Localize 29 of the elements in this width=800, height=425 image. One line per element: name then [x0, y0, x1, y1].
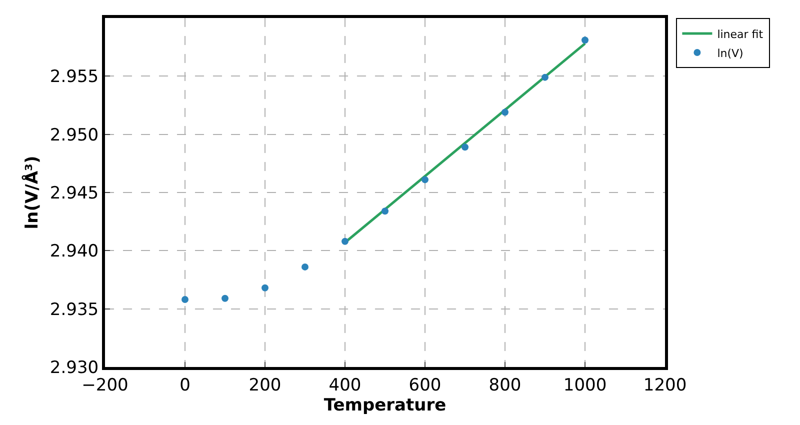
point: [462, 144, 468, 151]
y-tick-label: 2.930: [50, 358, 99, 378]
y-tick-label: 2.940: [50, 242, 99, 262]
point: [342, 238, 348, 245]
point: [542, 74, 548, 81]
x-tick-label: 200: [248, 375, 282, 396]
point: [382, 208, 388, 215]
x-tick-label: 1200: [643, 375, 687, 396]
y-tick-label: 2.950: [50, 125, 99, 146]
x-tick-label: 1000: [563, 375, 607, 396]
point: [502, 108, 508, 116]
x-tick-label: 0: [180, 375, 190, 396]
legend-label: linear fit: [717, 28, 764, 41]
point: [582, 36, 588, 44]
point: [182, 296, 188, 304]
point: [302, 263, 308, 270]
x-tick-label: 600: [408, 375, 442, 396]
x-tick-label: −200: [82, 375, 128, 396]
x-axis-title: Temperature: [324, 395, 446, 416]
x-tick-label: 400: [328, 375, 362, 396]
y-tick-label: 2.945: [50, 183, 99, 204]
y-tick-label: 2.955: [50, 67, 99, 88]
legend-label: ln(V): [717, 46, 744, 60]
x-tick-label: 800: [488, 375, 522, 396]
y-tick-label: 2.935: [50, 300, 99, 320]
y-axis-title: ln(V/Å³): [21, 156, 42, 230]
point: [262, 284, 268, 292]
point: [222, 294, 228, 302]
point: [422, 176, 428, 184]
